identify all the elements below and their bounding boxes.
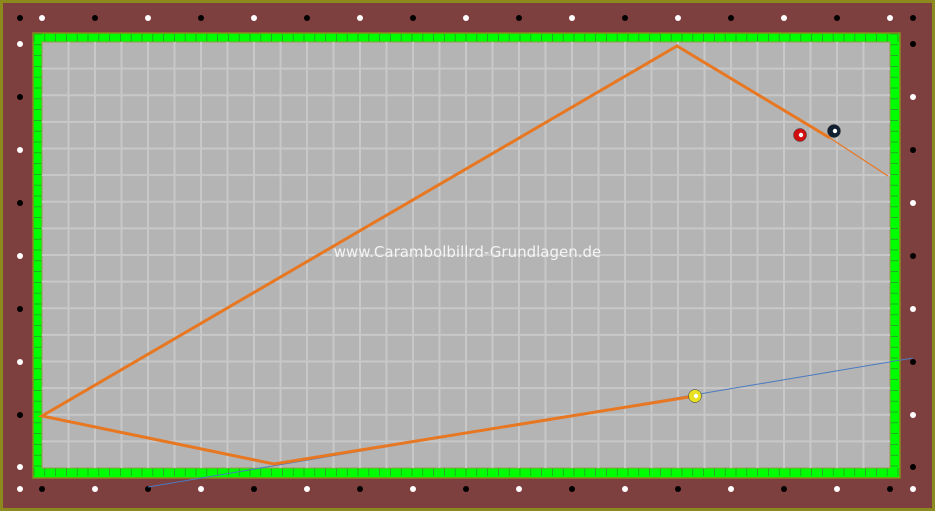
diamond — [622, 486, 628, 492]
diamond — [910, 359, 916, 365]
diamond — [17, 41, 23, 47]
diamond — [910, 253, 916, 259]
watermark: www.Carambolbillrd-Grundlagen.de — [333, 243, 602, 261]
diamond — [17, 15, 23, 21]
diamond — [17, 200, 23, 206]
diamond — [410, 486, 416, 492]
black-ball-label — [832, 128, 838, 134]
diamond — [910, 486, 916, 492]
diamond — [516, 486, 522, 492]
diamond — [569, 486, 575, 492]
diamond — [516, 15, 522, 21]
diamond — [17, 94, 23, 100]
diamond — [17, 486, 23, 492]
diamond — [910, 94, 916, 100]
diamond — [675, 486, 681, 492]
diamond — [910, 464, 916, 470]
diamond — [834, 15, 840, 21]
diamond — [622, 15, 628, 21]
diamond — [887, 486, 893, 492]
diamond — [17, 359, 23, 365]
diamond — [304, 486, 310, 492]
ball-path — [37, 44, 831, 466]
diamond — [463, 15, 469, 21]
diamond — [910, 200, 916, 206]
diamond — [910, 147, 916, 153]
diamond — [675, 15, 681, 21]
diamond — [887, 15, 893, 21]
diamond — [728, 15, 734, 21]
diamond — [304, 15, 310, 21]
diamond — [781, 15, 787, 21]
diamond — [17, 253, 23, 259]
diamond — [357, 15, 363, 21]
diamond — [569, 15, 575, 21]
diamond — [410, 15, 416, 21]
cue-ball-yellow-label — [693, 393, 699, 399]
ball-path-extension — [829, 137, 889, 177]
diamond — [39, 15, 45, 21]
diamond — [910, 41, 916, 47]
diamond — [17, 464, 23, 470]
diamond — [834, 486, 840, 492]
diamond — [145, 15, 151, 21]
diamond — [910, 15, 916, 21]
diamond — [17, 306, 23, 312]
red-ball-label — [798, 132, 804, 138]
diamond — [198, 15, 204, 21]
diamond — [17, 147, 23, 153]
diamond — [198, 486, 204, 492]
diamond — [910, 412, 916, 418]
diamond — [39, 486, 45, 492]
diamond — [145, 486, 151, 492]
diamond — [728, 486, 734, 492]
diamond — [92, 486, 98, 492]
diamond — [781, 486, 787, 492]
diamond — [92, 15, 98, 21]
diamond — [357, 486, 363, 492]
diamond — [251, 486, 257, 492]
diamond — [910, 306, 916, 312]
diamond — [463, 486, 469, 492]
diamond — [251, 15, 257, 21]
diamond — [17, 412, 23, 418]
